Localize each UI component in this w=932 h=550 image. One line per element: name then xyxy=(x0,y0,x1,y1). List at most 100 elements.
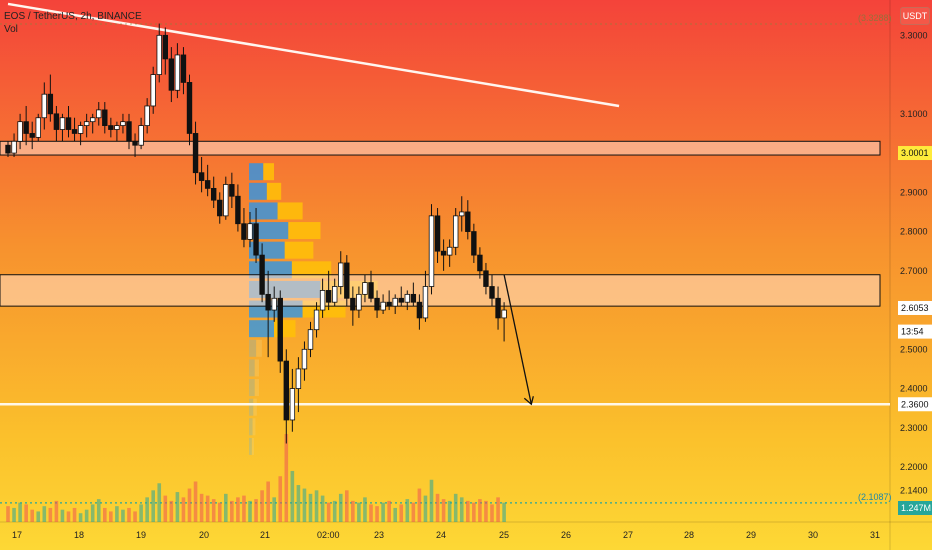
x-tick-label: 18 xyxy=(74,530,84,540)
candle-body xyxy=(289,388,296,421)
candle-body xyxy=(271,297,277,311)
candle-body xyxy=(132,140,138,146)
volume-bar xyxy=(393,507,397,522)
y-tick-label: 2.3000 xyxy=(900,423,928,433)
price-label-text: 2.3600 xyxy=(901,399,929,409)
candle-body xyxy=(204,180,211,189)
volume-bar xyxy=(48,507,53,522)
volume-bar xyxy=(72,507,77,522)
x-tick-label: 17 xyxy=(12,530,22,540)
candle-body xyxy=(368,282,374,299)
volume-bar xyxy=(423,495,428,522)
volume-profile-down-bar xyxy=(284,241,314,259)
high-annotation-text: (3.3288) xyxy=(858,13,892,23)
candle-body xyxy=(489,286,495,299)
candle-body xyxy=(180,54,187,83)
candle-body xyxy=(223,184,229,217)
volume-bar xyxy=(127,507,131,522)
candle-body xyxy=(102,109,108,126)
volume-bar xyxy=(224,493,228,522)
currency-button[interactable]: USDT xyxy=(900,7,930,25)
volume-bar xyxy=(24,504,28,522)
volume-bar xyxy=(381,502,385,522)
volume-bar xyxy=(435,493,440,522)
price-label-box xyxy=(898,146,932,161)
volume-bar xyxy=(96,499,101,522)
volume-profile-up-bar xyxy=(249,182,267,200)
candle-body xyxy=(35,117,41,138)
volume-bar xyxy=(272,497,276,522)
chart-header: EOS / TetherUS, 2h, BINANCE Vol xyxy=(4,10,142,36)
candle-body xyxy=(77,125,84,134)
volume-bar xyxy=(115,506,119,522)
candle-body xyxy=(174,54,181,91)
projection-arrow-line xyxy=(503,274,532,405)
volume-bar xyxy=(175,492,180,522)
volume-bar xyxy=(211,499,216,522)
volume-bar xyxy=(254,499,258,522)
candle-body xyxy=(416,301,423,319)
volume-bar xyxy=(308,493,313,522)
volume-bar xyxy=(320,495,325,522)
price-label-text: 13:54 xyxy=(901,327,924,337)
candle-body xyxy=(386,301,392,307)
volume-profile-up-bar xyxy=(249,379,255,397)
candle-body xyxy=(198,172,205,181)
candle-body xyxy=(398,297,404,303)
volume-profile-up-bar xyxy=(249,202,278,220)
x-tick-label: 30 xyxy=(808,530,818,540)
volume-profile-down-bar xyxy=(256,339,262,357)
volume-bar xyxy=(502,502,506,522)
volume-bar xyxy=(296,485,301,522)
candle-body xyxy=(422,286,429,319)
x-tick-label: 29 xyxy=(746,530,756,540)
candle-body xyxy=(162,34,168,60)
volume-bar xyxy=(387,500,391,522)
candle-body xyxy=(120,121,126,126)
x-tick-label: 31 xyxy=(870,530,880,540)
volume-bar xyxy=(314,490,319,522)
candle-body xyxy=(301,348,308,370)
y-tick-label: 2.4000 xyxy=(900,384,928,394)
y-tick-label: 2.8000 xyxy=(900,227,928,237)
price-label-text: 2.6053 xyxy=(901,303,929,313)
candle-body xyxy=(229,184,235,197)
volume-bar xyxy=(36,511,41,522)
volume-bar xyxy=(375,506,379,522)
x-tick-label: 19 xyxy=(136,530,146,540)
resistance-zone-box xyxy=(0,140,881,156)
candle-body xyxy=(265,293,271,311)
volume-bar xyxy=(278,476,283,522)
candle-body xyxy=(410,293,417,303)
candle-body xyxy=(150,74,156,107)
volume-bar xyxy=(417,488,422,522)
volume-profile-up-bar xyxy=(249,339,257,357)
volume-bar xyxy=(54,500,59,522)
candle-body xyxy=(338,262,344,287)
volume-profile-down-bar xyxy=(263,163,275,181)
candle-body xyxy=(350,297,356,311)
candle-body xyxy=(156,34,162,75)
candle-body xyxy=(47,93,54,115)
volume-bar xyxy=(447,500,452,522)
volume-profile-up-bar xyxy=(249,163,264,181)
candle-body xyxy=(465,211,471,232)
y-tick-label: 3.1000 xyxy=(900,109,928,119)
volume-profile-down-bar xyxy=(277,202,303,220)
volume-profile-up-bar xyxy=(249,320,275,338)
candle-body xyxy=(192,133,199,174)
volume-profile-down-bar xyxy=(266,182,282,200)
volume-bar xyxy=(18,502,22,522)
y-tick-label: 2.1400 xyxy=(900,486,928,496)
price-label-box xyxy=(898,324,932,339)
volume-profile-up-bar xyxy=(249,398,254,416)
volume-profile-down-bar xyxy=(252,418,256,436)
volume-bar xyxy=(12,507,16,522)
volume-bar xyxy=(151,490,155,522)
volume-bar xyxy=(84,509,89,522)
x-tick-label: 25 xyxy=(499,530,509,540)
price-label-text: 3.0001 xyxy=(901,148,929,158)
price-label-box xyxy=(898,397,932,412)
candle-body xyxy=(138,125,144,146)
